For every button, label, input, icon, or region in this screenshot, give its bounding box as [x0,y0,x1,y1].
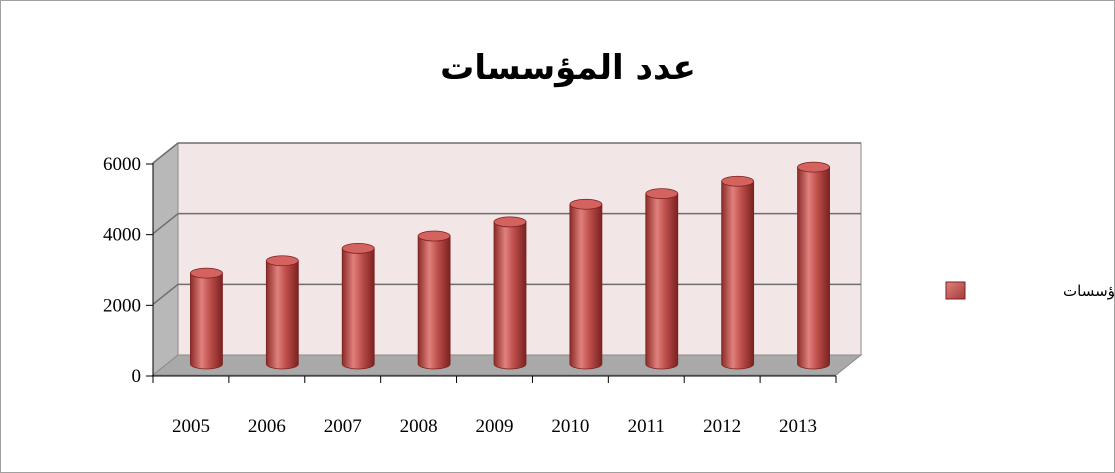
bar-top [645,188,679,200]
bar-body [190,272,223,370]
x-ticks: 2005 2006 2007 2008 2009 2010 2011 2012 2013 [152,376,837,437]
bar-2006 [265,255,299,370]
gridline-side [152,213,179,235]
y-tick-label: 2000 [103,295,141,316]
x-tick-label: 2006 [248,416,286,437]
gridline-side [152,283,179,305]
bar-2010 [569,198,603,370]
bar-body [645,193,679,370]
chart-title: عدد المؤسسات [440,48,696,88]
x-tick-label: 2011 [628,416,665,437]
bar-top [417,230,451,242]
bar-body [797,166,830,370]
x-tick-label: 2012 [703,416,741,437]
gridline-side [152,142,179,164]
bar-2012 [721,175,755,370]
legend-label: عدد المؤسسات [1063,282,1114,300]
bar-body [493,221,527,370]
bar-top [265,255,299,267]
x-tick-label: 2005 [172,416,210,437]
bar-top [190,267,223,279]
side-wall [152,141,179,377]
bar-top [569,198,603,210]
bar-2007 [341,242,375,370]
x-tick-label: 2013 [779,416,817,437]
bar-2008 [417,230,451,370]
y-tick-label: 4000 [103,225,141,246]
x-tick-label: 2008 [400,416,438,437]
x-tick-label: 2009 [476,416,514,437]
bar-2013 [797,161,830,370]
bar-body [569,203,603,370]
bar-body [417,235,451,370]
bar-body [721,180,755,370]
bar-2009 [493,216,527,370]
axes [152,163,836,377]
y-tick-label: 0 [132,366,142,387]
bar-2005 [190,267,223,370]
legend: عدد المؤسسات [945,281,1114,300]
bar-top [493,216,527,228]
y-ticks: 0 2000 4000 6000 [103,154,153,387]
bar-body [341,248,375,370]
bars [190,161,830,370]
bar-2011 [645,188,679,370]
y-tick-label: 6000 [103,154,141,175]
bar-top [721,175,755,187]
bar-body [265,260,299,370]
legend-swatch [945,281,966,300]
bar-top [341,242,375,254]
bar-top [797,161,830,173]
x-tick-label: 2007 [324,416,362,437]
x-tick-label: 2010 [551,416,589,437]
